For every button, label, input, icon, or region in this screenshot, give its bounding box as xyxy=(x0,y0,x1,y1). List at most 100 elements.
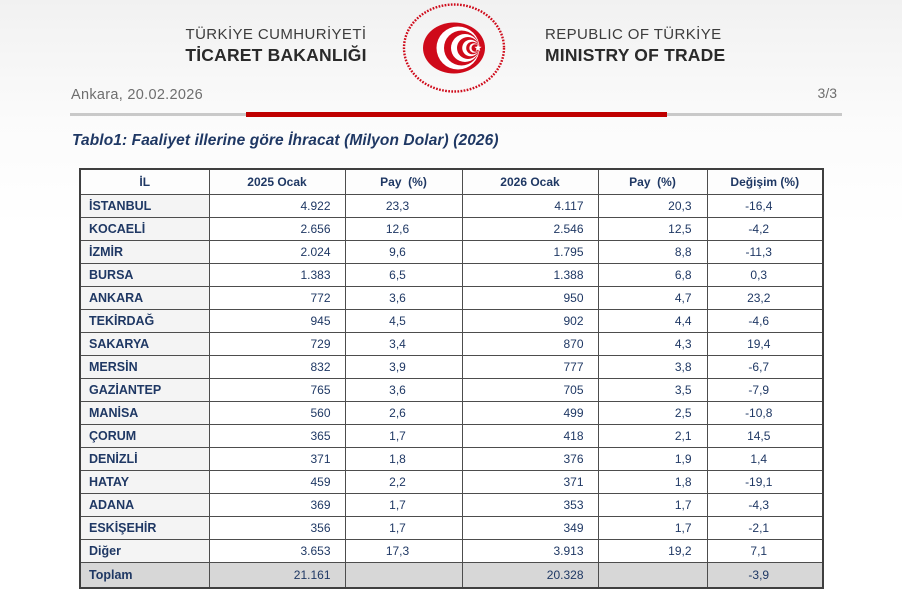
table-cell: 4,5 xyxy=(344,308,463,333)
table-cell: 772 xyxy=(208,285,346,310)
org-name-turkish: TÜRKİYE CUMHURİYETİ TİCARET BAKANLIĞI xyxy=(156,26,396,66)
table-cell: 4,7 xyxy=(597,285,708,310)
table-cell: 3.653 xyxy=(208,538,346,563)
ministry-of-trade-logo-icon xyxy=(338,1,570,153)
column-header: Pay (%) xyxy=(344,168,463,195)
table-row: KOCAELİ 2.656 12,6 2.546 12,5 -4,2 xyxy=(79,216,824,241)
table-cell: ESKİŞEHİR xyxy=(79,515,210,540)
table-cell: 20,3 xyxy=(597,193,708,218)
table-cell: 6,5 xyxy=(344,262,463,287)
table-cell: 765 xyxy=(208,377,346,402)
dateline: Ankara, 20.02.2026 xyxy=(71,87,203,103)
table-cell: -10,8 xyxy=(706,400,824,425)
table-cell: -4,6 xyxy=(706,308,824,333)
table-cell: ÇORUM xyxy=(79,423,210,448)
table-cell: 356 xyxy=(208,515,346,540)
table-cell: 1,9 xyxy=(597,446,708,471)
table-cell: 19,4 xyxy=(706,331,824,356)
table-cell: 3,6 xyxy=(344,285,463,310)
table-cell: 353 xyxy=(461,492,599,517)
table-cell: 3.913 xyxy=(461,538,599,563)
table-cell xyxy=(344,561,463,589)
table-cell: 371 xyxy=(208,446,346,471)
table-cell: 3,8 xyxy=(597,354,708,379)
table-cell: 376 xyxy=(461,446,599,471)
table-cell: 349 xyxy=(461,515,599,540)
table-cell: 21.161 xyxy=(208,561,346,589)
table-row: İZMİR 2.024 9,6 1.795 8,8 -11,3 xyxy=(79,239,824,264)
table-cell: 705 xyxy=(461,377,599,402)
table-cell: 1,4 xyxy=(706,446,824,471)
org-ministry-tr: TİCARET BAKANLIĞI xyxy=(185,45,367,65)
table-header-row: İL 2025 Ocak Pay (%) 2026 Ocak Pay (%) Değişi… xyxy=(79,168,824,195)
table-cell: 3,6 xyxy=(344,377,463,402)
org-country-en: REPUBLIC OF TÜRKİYE xyxy=(545,26,722,43)
table-cell: 14,5 xyxy=(706,423,824,448)
table-row: SAKARYA 729 3,4 870 4,3 19,4 xyxy=(79,331,824,356)
export-table-wrapper: İL 2025 Ocak Pay (%) 2026 Ocak Pay (%) Değişi… xyxy=(79,168,824,589)
table-cell: -11,3 xyxy=(706,239,824,264)
table-cell: 1,7 xyxy=(597,515,708,540)
table-cell: TEKİRDAĞ xyxy=(79,308,210,333)
table-cell: 560 xyxy=(208,400,346,425)
table-cell: 12,5 xyxy=(597,216,708,241)
column-header: Değişim (%) xyxy=(706,168,824,195)
table-cell: GAZİANTEP xyxy=(79,377,210,402)
table-cell: 3,4 xyxy=(344,331,463,356)
table-cell: -16,4 xyxy=(706,193,824,218)
table-cell: 9,6 xyxy=(344,239,463,264)
table-cell: 3,5 xyxy=(597,377,708,402)
column-header: 2026 Ocak xyxy=(461,168,599,195)
table-cell: 1.795 xyxy=(461,239,599,264)
column-header: Pay (%) xyxy=(597,168,708,195)
org-ministry-en: MINISTRY OF TRADE xyxy=(545,45,726,65)
table-cell: 2.656 xyxy=(208,216,346,241)
table-cell: 369 xyxy=(208,492,346,517)
table-cell: Diğer xyxy=(79,538,210,563)
table-cell: 1,7 xyxy=(344,515,463,540)
table-cell: MANİSA xyxy=(79,400,210,425)
table-cell: 1,7 xyxy=(344,492,463,517)
table-cell: DENİZLİ xyxy=(79,446,210,471)
table-cell: 23,2 xyxy=(706,285,824,310)
table-row: GAZİANTEP 765 3,6 705 3,5 -7,9 xyxy=(79,377,824,402)
table-cell: 365 xyxy=(208,423,346,448)
table-cell: -4,2 xyxy=(706,216,824,241)
table-cell xyxy=(597,561,708,589)
table-cell: 23,3 xyxy=(344,193,463,218)
header-divider xyxy=(70,111,842,117)
table-cell: -4,3 xyxy=(706,492,824,517)
table-cell: -3,9 xyxy=(706,561,824,589)
table-cell: 4.117 xyxy=(461,193,599,218)
table-total-row: Toplam 21.161 20.328 -3,9 xyxy=(79,561,824,589)
table-cell: 729 xyxy=(208,331,346,356)
table-cell: 832 xyxy=(208,354,346,379)
table-cell: 7,1 xyxy=(706,538,824,563)
table-body: İSTANBUL 4.922 23,3 4.117 20,3 -16,4 KOCAELİ 2.… xyxy=(79,193,824,589)
table-row: BURSA 1.383 6,5 1.388 6,8 0,3 xyxy=(79,262,824,287)
table-cell: 4.922 xyxy=(208,193,346,218)
table-cell: 4,4 xyxy=(597,308,708,333)
table-cell: 1,7 xyxy=(344,423,463,448)
table-row: ÇORUM 365 1,7 418 2,1 14,5 xyxy=(79,423,824,448)
table-cell: 0,3 xyxy=(706,262,824,287)
table-cell: 777 xyxy=(461,354,599,379)
column-header: 2025 Ocak xyxy=(208,168,346,195)
table-row: DENİZLİ 371 1,8 376 1,9 1,4 xyxy=(79,446,824,471)
table-cell: 950 xyxy=(461,285,599,310)
table-row: ADANA 369 1,7 353 1,7 -4,3 xyxy=(79,492,824,517)
table-cell: 1,8 xyxy=(344,446,463,471)
table-cell: 371 xyxy=(461,469,599,494)
page-number: 3/3 xyxy=(817,85,837,101)
table-cell: Toplam xyxy=(79,561,210,589)
table-cell: 3,9 xyxy=(344,354,463,379)
table-cell: -6,7 xyxy=(706,354,824,379)
column-header: İL xyxy=(79,168,210,195)
table-cell: 870 xyxy=(461,331,599,356)
table-cell: HATAY xyxy=(79,469,210,494)
table-cell: 2,6 xyxy=(344,400,463,425)
table-cell: 2,1 xyxy=(597,423,708,448)
table-row: TEKİRDAĞ 945 4,5 902 4,4 -4,6 xyxy=(79,308,824,333)
table-cell: İZMİR xyxy=(79,239,210,264)
org-country-tr: TÜRKİYE CUMHURİYETİ xyxy=(185,26,367,43)
